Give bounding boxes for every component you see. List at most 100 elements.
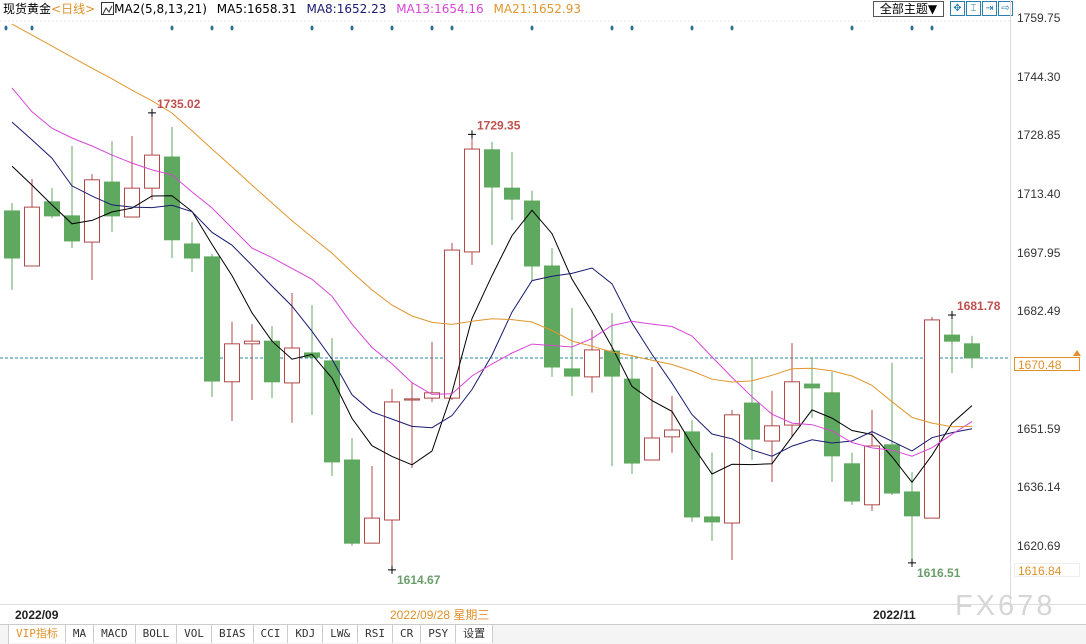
axis-tick: 1636.14 <box>1017 480 1061 495</box>
event-marker <box>850 25 854 31</box>
tab-rsi[interactable]: RSI <box>358 625 393 643</box>
candle-down <box>884 444 900 494</box>
jump-end-icon[interactable]: ⇨ <box>998 1 1013 16</box>
candle-up <box>404 398 420 401</box>
indicator-name: MA2(5,8,13,21) <box>114 2 207 16</box>
ma13-value: MA13:1654.16 <box>396 2 484 16</box>
candle-down <box>204 256 220 382</box>
crosshair-icon[interactable]: ✥ <box>950 1 965 16</box>
candle-up <box>224 343 240 383</box>
candle-down <box>484 149 500 188</box>
extreme-cross-icon <box>948 311 956 320</box>
candle-up <box>24 206 40 267</box>
candle-down <box>44 201 60 217</box>
candle-down <box>104 181 120 217</box>
event-marker <box>910 25 914 31</box>
candle-down <box>704 516 720 523</box>
event-marker <box>430 25 434 31</box>
zoom-range-icon[interactable]: ⌶ <box>966 1 981 16</box>
current-price-label: 1670.48 <box>1014 356 1080 372</box>
candle-down <box>604 350 620 377</box>
candle-down <box>504 187 520 200</box>
tab-lw[interactable]: LW& <box>323 625 359 643</box>
extreme-cross-icon <box>908 558 916 567</box>
indicator-tabs: VIP指标 MA MACD BOLL VOL BIAS CCI KDJ LW& RSI CR PSY 设… <box>0 624 1086 644</box>
candle-up <box>924 319 940 519</box>
candle-down <box>544 265 560 368</box>
tab-scroll-edge <box>0 625 9 644</box>
candle-down <box>684 431 700 518</box>
event-marker <box>690 25 694 31</box>
low-marker-label: 1616.84 <box>1014 563 1080 578</box>
tab-cr[interactable]: CR <box>393 625 422 643</box>
candle-up <box>664 429 680 438</box>
candle-down <box>744 402 760 440</box>
tab-bias[interactable]: BIAS <box>212 625 254 643</box>
date-label-left: 2022/09 <box>15 608 59 622</box>
date-bar: 2022/09 2022/09/28 星期三 2022/11 <box>0 604 1086 625</box>
candle-up <box>84 179 100 243</box>
candle-down <box>944 334 960 342</box>
tab-kdj[interactable]: KDJ <box>288 625 324 643</box>
ma5-value: MA5:1658.31 <box>216 2 297 16</box>
event-marker <box>230 25 234 31</box>
candle-down <box>64 215 80 242</box>
candle-down <box>904 491 920 517</box>
ma8-value: MA8:1652.23 <box>306 2 387 16</box>
event-marker <box>4 25 8 31</box>
cursor-date: 2022/09/28 星期三 <box>390 608 490 622</box>
watermark-logo: FX678 <box>955 590 1056 622</box>
candle-up <box>424 392 440 399</box>
period-selector[interactable]: <日线> <box>51 2 96 16</box>
tab-[interactable]: 设置 <box>456 625 494 643</box>
ma8-line <box>11 121 973 457</box>
candle-up <box>724 414 740 524</box>
event-marker <box>930 25 934 31</box>
event-marker <box>730 25 734 31</box>
high-annotation: 1735.02 <box>157 97 201 111</box>
axis-tick: 1682.49 <box>1017 304 1061 319</box>
ma21-line <box>11 23 973 428</box>
tab-cci[interactable]: CCI <box>253 625 289 643</box>
indicator-chart-icon[interactable] <box>101 2 115 15</box>
tab-vol[interactable]: VOL <box>177 625 212 643</box>
axis-tick: 1620.69 <box>1017 539 1061 553</box>
candle-up <box>364 517 380 544</box>
tab-ma[interactable]: MA <box>65 625 95 643</box>
tab-boll[interactable]: BOLL <box>135 625 178 643</box>
candle-down <box>184 243 200 259</box>
tab-vip[interactable]: VIP指标 <box>9 625 66 643</box>
axis-tick: 1651.59 <box>1017 421 1061 436</box>
candle-up <box>764 425 780 442</box>
candle-up <box>784 381 800 426</box>
event-marker <box>390 25 394 31</box>
extreme-cross-icon <box>388 565 396 574</box>
candlestick-chart[interactable]: 1735.02 1729.35 1681.78 1614.67 1616.51 <box>0 0 1010 604</box>
event-marker <box>630 25 634 31</box>
event-marker <box>610 25 614 31</box>
event-marker <box>450 25 454 31</box>
price-up-arrow-icon <box>1073 350 1081 356</box>
tab-psy[interactable]: PSY <box>421 625 457 643</box>
candle-up <box>244 340 260 345</box>
ma5-line <box>11 165 973 484</box>
candle-up <box>384 401 400 521</box>
high-annotation: 1681.78 <box>957 299 1001 313</box>
ma21-value: MA21:1652.93 <box>493 2 582 16</box>
candle-up <box>584 349 600 378</box>
axis-tick: 1713.40 <box>1017 186 1061 201</box>
candle-down <box>524 200 540 267</box>
extreme-cross-icon <box>468 130 476 139</box>
step-forward-icon[interactable]: ⇥ <box>982 1 997 16</box>
event-marker <box>310 25 314 31</box>
low-annotation: 1616.51 <box>917 566 961 580</box>
axis-tick: 1759.75 <box>1017 11 1061 25</box>
axis-tick: 1728.85 <box>1017 128 1061 143</box>
high-annotation: 1729.35 <box>477 118 521 132</box>
event-marker <box>170 25 174 31</box>
candle-down <box>564 368 580 377</box>
candle-down <box>264 340 280 383</box>
tab-macd[interactable]: MACD <box>94 625 136 643</box>
candle-up <box>644 437 660 461</box>
theme-dropdown[interactable]: 全部主题▼ <box>873 1 944 17</box>
